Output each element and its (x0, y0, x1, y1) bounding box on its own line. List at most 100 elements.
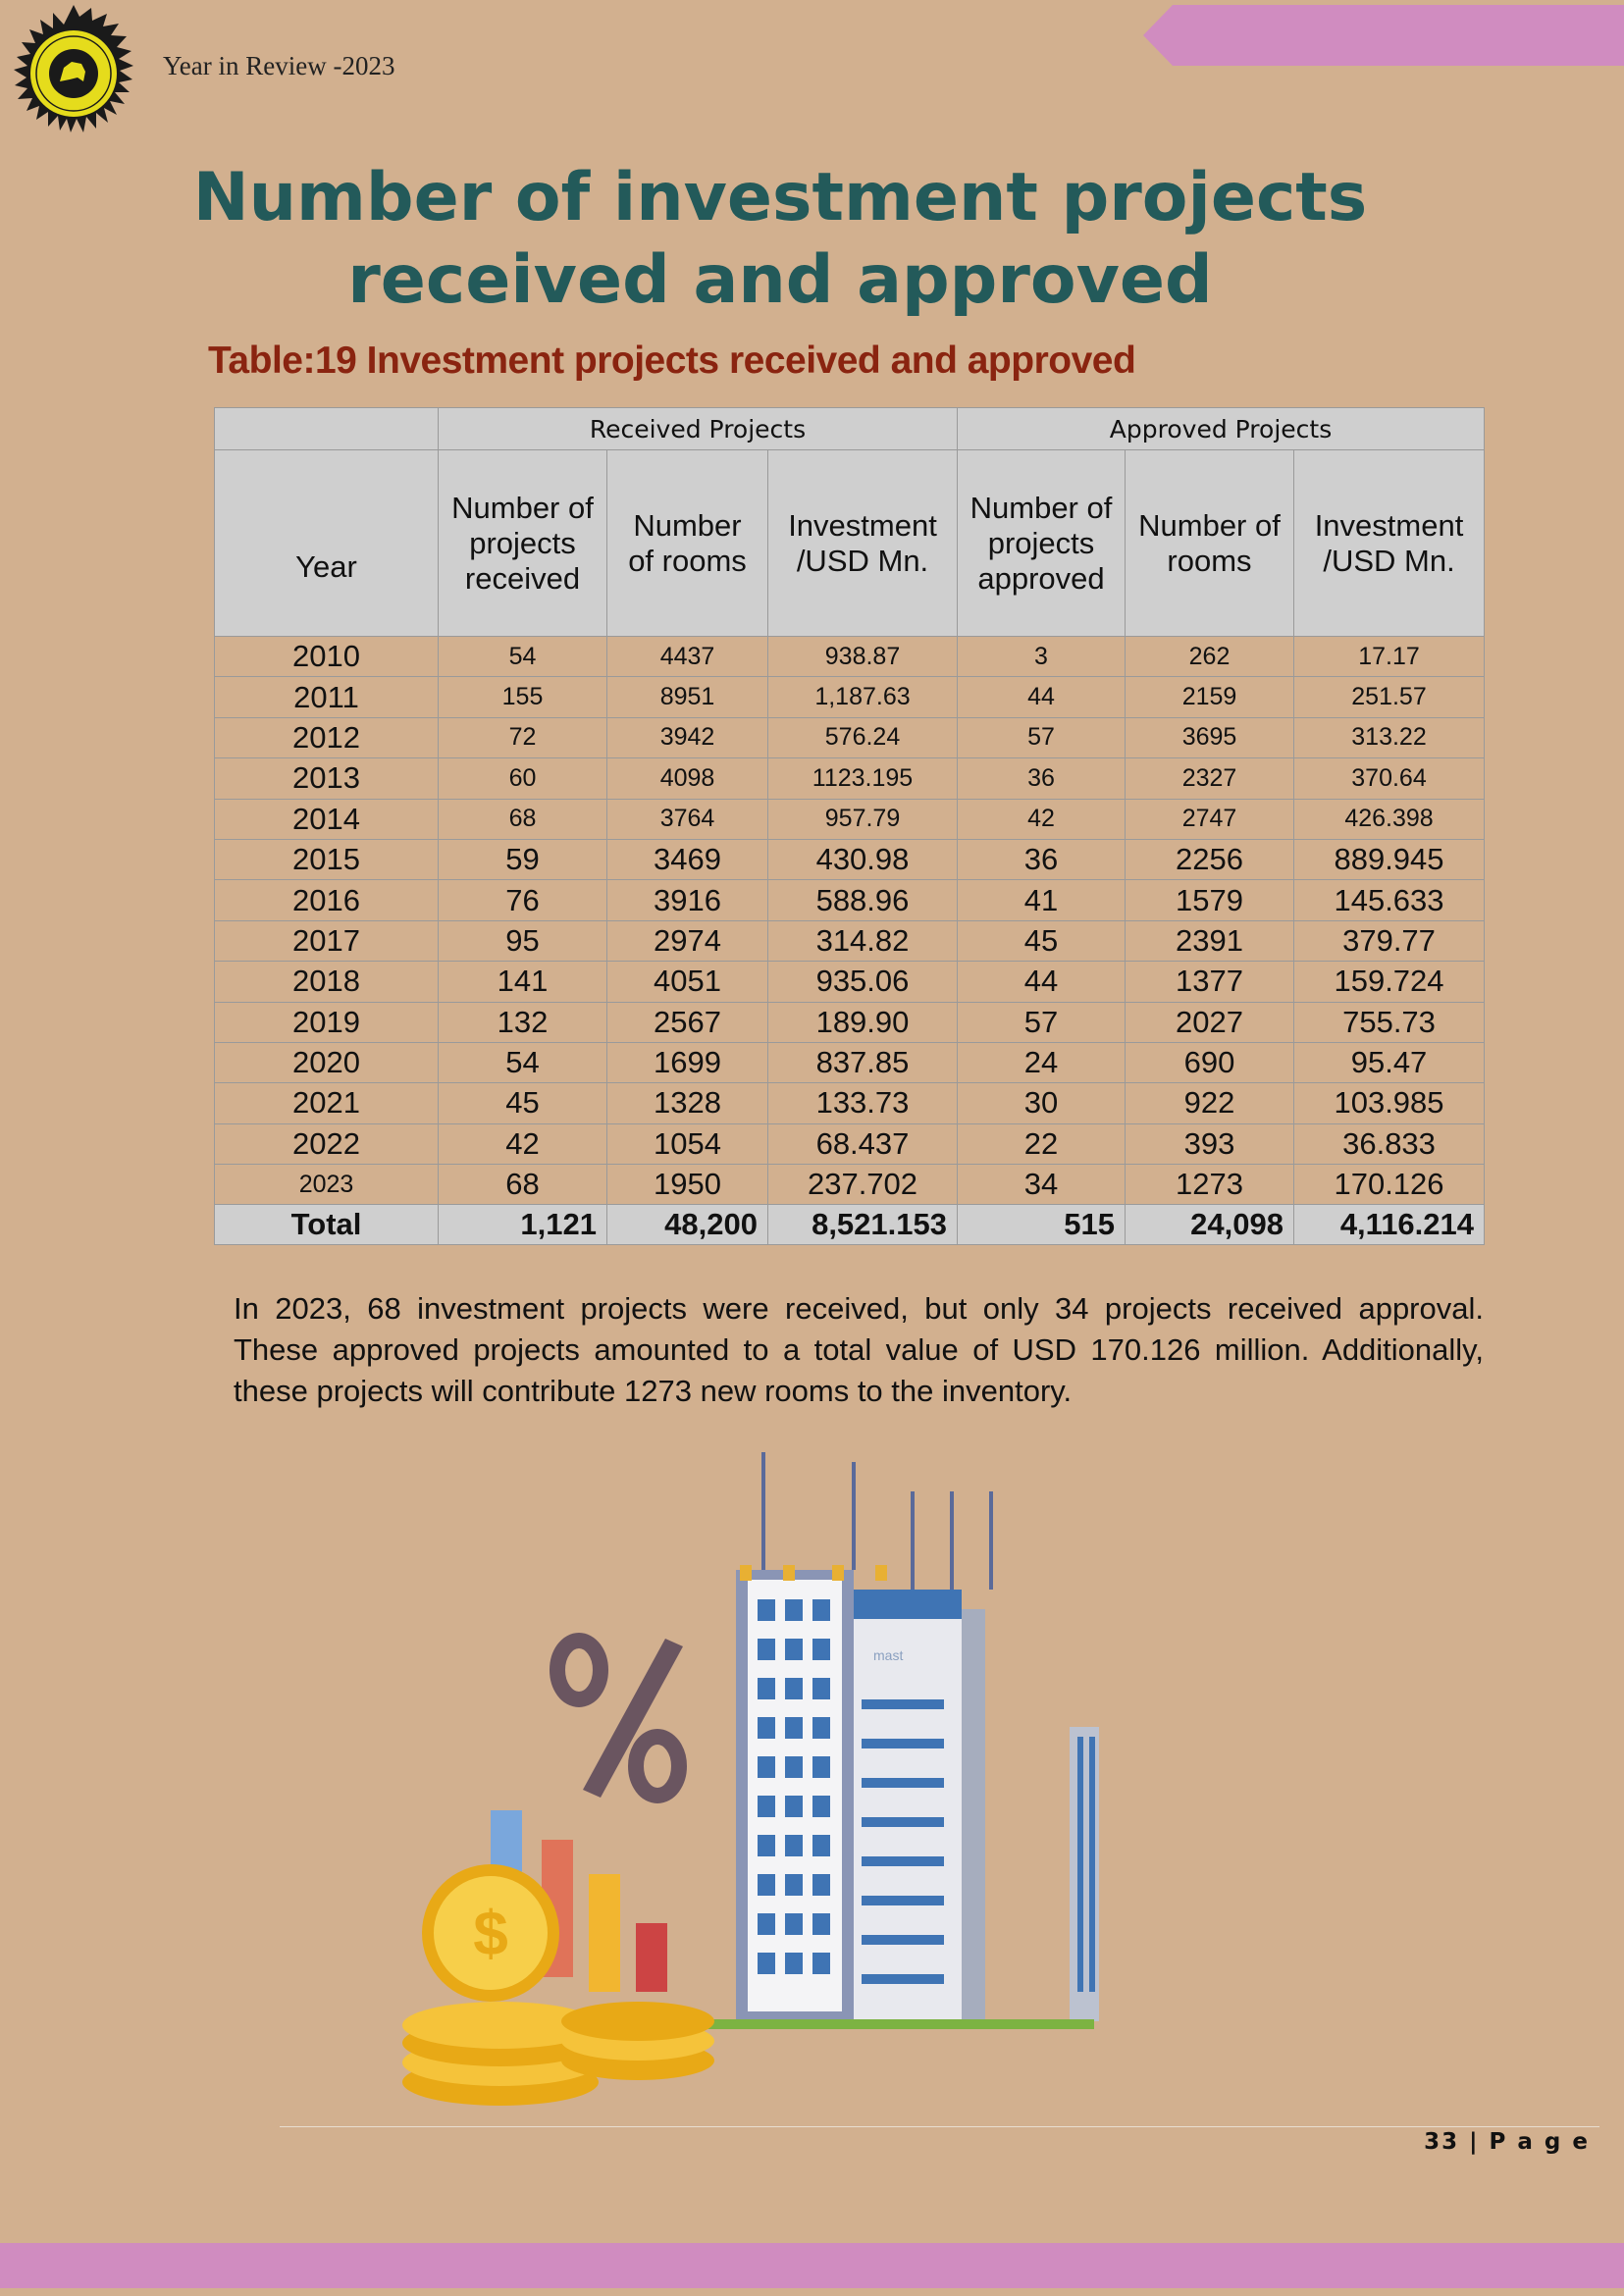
dollar-coin-icon: $ (402, 1864, 714, 2106)
table-cell: 262 (1125, 635, 1294, 678)
table-cell: 68 (438, 798, 607, 840)
total-cell: 515 (957, 1204, 1126, 1246)
table-cell: 30 (957, 1082, 1126, 1124)
table-cell: 44 (957, 961, 1126, 1003)
table-cell: 2747 (1125, 798, 1294, 840)
total-row: Total 1,121 48,200 8,521.153 515 24,098 … (214, 1204, 1486, 1246)
total-cell: 24,098 (1125, 1204, 1294, 1246)
table-cell: 36.833 (1292, 1122, 1486, 1166)
table-cell: 170.126 (1292, 1164, 1486, 1206)
total-cell: 8,521.153 (767, 1204, 958, 1246)
table-row: 2020 54 1699 837.85 24 690 95.47 (214, 1041, 1486, 1084)
table-cell: 2027 (1125, 1001, 1294, 1043)
year-cell: 2014 (214, 798, 439, 840)
year-cell: 2010 (214, 635, 439, 678)
table-cell: 76 (438, 879, 607, 921)
table-cell: 837.85 (767, 1041, 958, 1084)
table-cell: 44 (957, 676, 1126, 718)
table-cell: 95 (438, 919, 607, 963)
table-cell: 145.633 (1292, 879, 1486, 921)
column-header: Investment /USD Mn. (767, 449, 958, 637)
table-cell: 3942 (606, 716, 768, 759)
table-cell: 3 (957, 635, 1126, 678)
table-cell: 72 (438, 716, 607, 759)
column-header: Number of rooms (606, 449, 768, 637)
table-cell: 3764 (606, 798, 768, 840)
year-cell: 2021 (214, 1082, 439, 1124)
year-cell: 2022 (214, 1122, 439, 1166)
year-cell: 2018 (214, 961, 439, 1003)
table-cell: 68 (438, 1164, 607, 1206)
table-cell: 60 (438, 757, 607, 800)
running-title: Year in Review -2023 (163, 51, 395, 80)
table-row: 2012 72 3942 576.24 57 3695 313.22 (214, 716, 1486, 759)
year-cell: 2017 (214, 919, 439, 963)
total-label: Total (214, 1204, 439, 1246)
table-cell: 2327 (1125, 757, 1294, 800)
group-header-received: Received Projects (438, 407, 958, 450)
table-cell: 1054 (606, 1122, 768, 1166)
table-cell: 3695 (1125, 716, 1294, 759)
summary-paragraph: In 2023, 68 investment projects were rec… (234, 1291, 1484, 1408)
table-cell: 133.73 (767, 1082, 958, 1124)
table-cell: 4098 (606, 757, 768, 800)
year-cell: 2023 (214, 1164, 439, 1206)
table-cell: 57 (957, 716, 1126, 759)
table-cell: 426.398 (1292, 798, 1486, 840)
group-header-empty (214, 407, 439, 450)
table-row: 2017 95 2974 314.82 45 2391 379.77 (214, 919, 1486, 963)
table-cell: 68.437 (767, 1122, 958, 1166)
year-cell: 2011 (214, 676, 439, 718)
column-header: Year (214, 449, 439, 637)
table-cell: 1699 (606, 1041, 768, 1084)
table-cell: 576.24 (767, 716, 958, 759)
table-row: 2015 59 3469 430.98 36 2256 889.945 (214, 838, 1486, 881)
table-cell: 430.98 (767, 838, 958, 881)
table-cell: 1123.195 (767, 757, 958, 800)
table-cell: 251.57 (1292, 676, 1486, 718)
page-title-line2: received and approved (347, 241, 1213, 319)
table-cell: 2256 (1125, 838, 1294, 881)
table-cell: 36 (957, 838, 1126, 881)
group-header-row: Received Projects Approved Projects (214, 407, 1486, 450)
footer-bar (0, 2243, 1624, 2288)
table-cell: 95.47 (1292, 1041, 1486, 1084)
year-cell: 2019 (214, 1001, 439, 1043)
table-cell: 155 (438, 676, 607, 718)
table-cell: 1328 (606, 1082, 768, 1124)
header-ribbon (1143, 5, 1624, 66)
table-cell: 1579 (1125, 879, 1294, 921)
investment-table: Received Projects Approved Projects Year… (214, 407, 1486, 1246)
table-row: 2016 76 3916 588.96 41 1579 145.633 (214, 879, 1486, 921)
table-cell: 393 (1125, 1122, 1294, 1166)
table-cell: 1273 (1125, 1164, 1294, 1206)
page-title-line1: Number of investment projects (192, 159, 1368, 236)
percent-icon (550, 1633, 687, 1803)
table-cell: 2391 (1125, 919, 1294, 963)
column-header: Number of projects approved (957, 449, 1126, 637)
page-number-value: 33 (1424, 2129, 1460, 2155)
table-cell: 314.82 (767, 919, 958, 963)
table-cell: 36 (957, 757, 1126, 800)
year-cell: 2020 (214, 1041, 439, 1084)
table-cell: 935.06 (767, 961, 958, 1003)
svg-text:$: $ (473, 1898, 508, 1968)
table-cell: 42 (957, 798, 1126, 840)
table-cell: 1,187.63 (767, 676, 958, 718)
table-row: 2018 141 4051 935.06 44 1377 159.724 (214, 961, 1486, 1003)
page-label: | P a g e (1469, 2129, 1590, 2155)
table-cell: 2567 (606, 1001, 768, 1043)
table-cell: 690 (1125, 1041, 1294, 1084)
table-cell: 4437 (606, 635, 768, 678)
table-cell: 3469 (606, 838, 768, 881)
investment-illustration: mast $ (402, 1452, 1099, 2106)
footer-divider (280, 2126, 1599, 2127)
page-title: Number of investment projects received a… (147, 157, 1413, 322)
table-cell: 889.945 (1292, 838, 1486, 881)
year-cell: 2012 (214, 716, 439, 759)
table-row: 2021 45 1328 133.73 30 922 103.985 (214, 1082, 1486, 1124)
table-row: 2010 54 4437 938.87 3 262 17.17 (214, 635, 1486, 678)
table-cell: 1950 (606, 1164, 768, 1206)
column-header-row: Year Number of projects received Number … (214, 449, 1486, 637)
column-header: Investment /USD Mn. (1292, 449, 1486, 637)
